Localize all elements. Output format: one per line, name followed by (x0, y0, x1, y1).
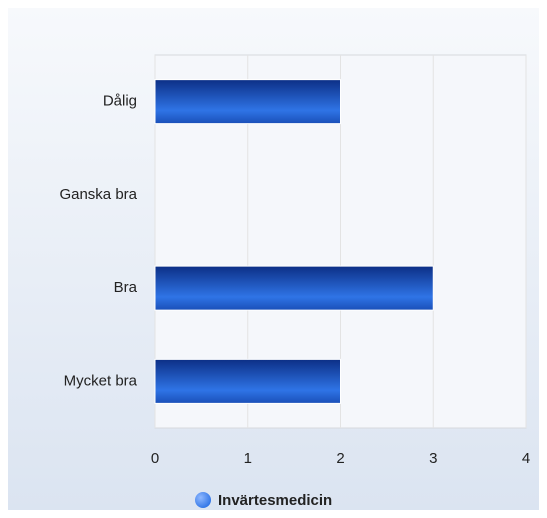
bar (154, 265, 434, 311)
x-tick-label: 2 (336, 450, 344, 467)
y-tick-label: Mycket bra (64, 372, 138, 389)
x-tick-label: 4 (522, 450, 530, 467)
bar (154, 79, 341, 125)
legend-marker (195, 492, 211, 508)
y-tick-label: Ganska bra (59, 186, 137, 203)
x-tick-label: 1 (244, 450, 252, 467)
legend-label: Invärtesmedicin (218, 492, 332, 509)
x-tick-label: 0 (151, 450, 159, 467)
x-tick-label: 3 (429, 450, 437, 467)
y-tick-label: Bra (114, 279, 138, 296)
y-tick-label: Dålig (103, 93, 137, 110)
bar (154, 358, 341, 404)
